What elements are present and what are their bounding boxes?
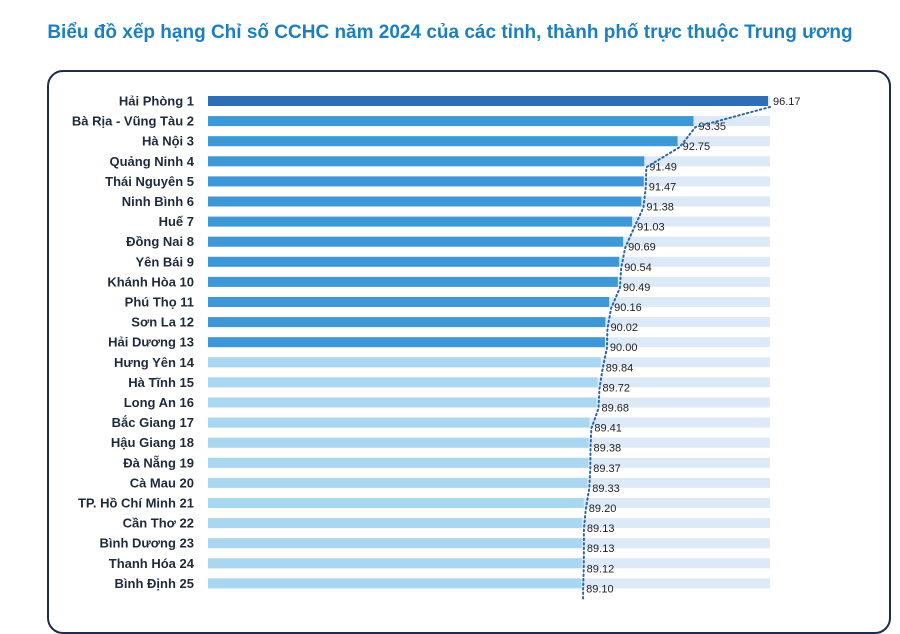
- value-label: 89.72: [603, 382, 631, 394]
- value-label: 89.10: [586, 583, 614, 595]
- bar-20: [208, 477, 588, 488]
- value-label: 89.84: [606, 362, 634, 374]
- bar-7: [208, 216, 633, 227]
- value-label: 89.12: [587, 563, 615, 575]
- bar-22: [208, 518, 582, 529]
- bar-13: [208, 337, 605, 348]
- category-label: Hải Dương 13: [108, 335, 194, 350]
- value-label: 91.49: [649, 161, 677, 173]
- value-label: 90.54: [624, 262, 652, 274]
- bar-11: [208, 297, 610, 307]
- value-label: 90.69: [628, 242, 656, 254]
- value-label: 89.33: [592, 483, 620, 495]
- category-label: Hà Tĩnh 15: [128, 375, 194, 390]
- value-label: 90.49: [623, 282, 651, 294]
- value-label: 96.17: [773, 96, 801, 108]
- value-label: 91.38: [646, 202, 674, 214]
- value-label: 90.16: [614, 302, 642, 314]
- bar-16: [208, 397, 597, 408]
- category-label: Đồng Nai 8: [126, 234, 194, 249]
- category-label: Hưng Yên 14: [114, 355, 195, 370]
- category-label: Yên Bái 9: [135, 254, 194, 269]
- trend-line: [582, 106, 771, 600]
- category-label: Long An 16: [124, 395, 194, 410]
- bar-18: [208, 437, 589, 448]
- category-label: Đà Nẵng 19: [123, 455, 194, 470]
- category-label: Hải Phòng 1: [119, 94, 194, 109]
- bar-2: [208, 116, 694, 127]
- value-label: 90.02: [610, 322, 638, 334]
- category-label: Cần Thơ 22: [123, 516, 194, 531]
- chart-title: Biểu đồ xếp hạng Chỉ số CCHC năm 2024 củ…: [47, 22, 853, 43]
- category-label: Bình Dương 23: [100, 536, 195, 551]
- bar-4: [208, 156, 645, 167]
- bar-6: [208, 196, 642, 207]
- value-label: 89.41: [594, 423, 622, 435]
- category-label: Bắc Giang 17: [112, 415, 194, 430]
- bar-14: [208, 357, 601, 368]
- bar-17: [208, 417, 590, 428]
- category-label: Hậu Giang 18: [111, 435, 194, 450]
- bar-3: [208, 136, 678, 147]
- value-label: 91.03: [637, 222, 665, 234]
- category-label: Phú Thọ 11: [125, 295, 194, 310]
- bar-19: [208, 457, 589, 468]
- bar-25: [208, 578, 582, 589]
- category-label: Cà Mau 20: [130, 475, 194, 490]
- value-label: 92.75: [683, 141, 711, 153]
- value-label: 89.13: [587, 523, 615, 535]
- value-label: 89.37: [593, 463, 621, 475]
- category-label: Bình Định 25: [115, 576, 194, 591]
- bar-15: [208, 377, 598, 388]
- value-label: 89.38: [594, 443, 622, 455]
- value-label: 89.68: [601, 403, 629, 415]
- value-label: 91.47: [649, 181, 677, 193]
- category-label: Ninh Bình 6: [122, 194, 194, 209]
- bar-24: [208, 558, 582, 569]
- value-label: 89.13: [587, 543, 615, 555]
- category-label: TP. Hồ Chí Minh 21: [78, 496, 194, 511]
- value-label: 90.00: [610, 342, 638, 354]
- category-label: Hà Nội 3: [142, 134, 194, 149]
- category-label: Thái Nguyên 5: [105, 174, 194, 189]
- category-label: Quảng Ninh 4: [110, 154, 195, 169]
- bar-8: [208, 236, 624, 247]
- category-label: Khánh Hòa 10: [107, 274, 194, 289]
- category-label: Huế 7: [159, 214, 194, 229]
- value-label: 89.20: [589, 503, 617, 515]
- bar-12: [208, 317, 606, 328]
- bar-5: [208, 176, 644, 187]
- bar-1: [208, 96, 768, 106]
- bar-10: [208, 276, 618, 287]
- category-label: Sơn La 12: [131, 315, 194, 330]
- bar-23: [208, 538, 582, 549]
- bar-9: [208, 256, 620, 267]
- bar-21: [208, 498, 584, 508]
- category-label: Bà Rịa - Vũng Tàu 2: [72, 114, 194, 129]
- category-label: Thanh Hóa 24: [109, 556, 195, 571]
